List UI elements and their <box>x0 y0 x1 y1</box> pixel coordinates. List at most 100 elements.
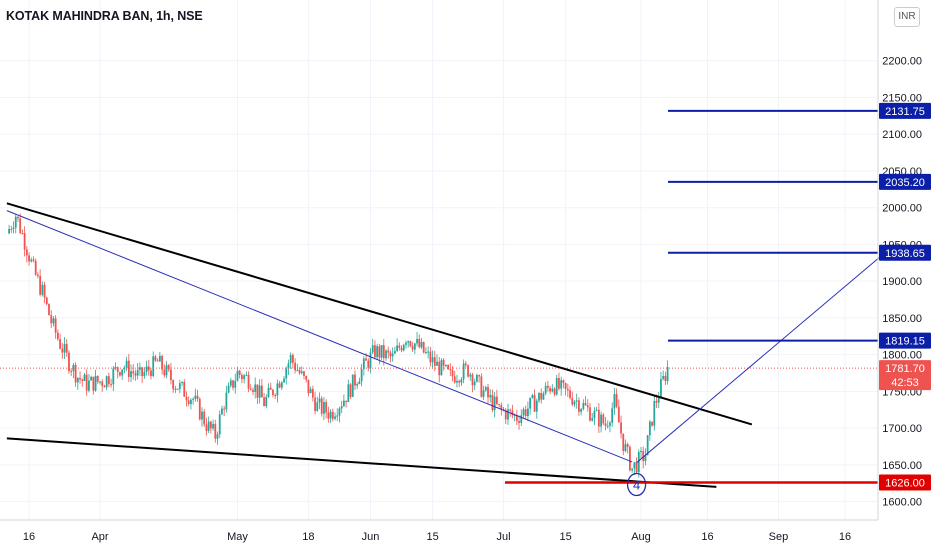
candle-body <box>626 444 629 447</box>
level-price-label: 2035.20 <box>885 177 925 189</box>
level-price-label-bg <box>879 474 931 491</box>
candle-body <box>617 406 620 423</box>
candle-body <box>298 370 301 374</box>
candle-body <box>460 379 463 383</box>
candle-body <box>43 284 46 298</box>
candle-body <box>369 352 372 368</box>
candle-body <box>32 259 35 261</box>
candle-body <box>409 341 412 347</box>
candle-body <box>473 381 476 386</box>
candle-body <box>225 392 228 410</box>
candle-body <box>546 385 549 388</box>
candle-body <box>241 374 243 380</box>
candle-body <box>664 375 667 382</box>
candle-body <box>296 370 299 372</box>
candle-body <box>629 446 631 471</box>
candle-body <box>334 416 336 419</box>
trendline <box>6 210 633 463</box>
candle-body <box>420 341 423 348</box>
y-tick-label: 2100.00 <box>882 129 922 141</box>
candle-body <box>431 357 434 363</box>
candle-body <box>147 366 150 371</box>
candle-body <box>280 382 283 388</box>
candle-body <box>101 381 104 386</box>
candle-body <box>110 384 112 386</box>
candle-body <box>418 338 421 348</box>
candle-body <box>400 347 403 351</box>
candle-body <box>165 365 168 376</box>
candle-body <box>174 388 177 390</box>
candle-body <box>316 402 319 412</box>
candle-body <box>267 387 270 397</box>
candle-body <box>17 216 19 219</box>
candle-body <box>544 385 547 394</box>
candle-body <box>524 409 527 417</box>
candle-body <box>214 423 217 439</box>
candle-body <box>307 379 310 394</box>
candle-body <box>631 468 634 471</box>
candle-body <box>396 345 399 352</box>
candle-body <box>620 422 622 434</box>
candle-body <box>611 408 614 423</box>
candle-body <box>92 376 95 391</box>
candle-body <box>582 403 585 410</box>
candle-body <box>152 356 155 377</box>
candle-body <box>45 297 48 304</box>
candle-body <box>551 388 554 392</box>
candle-body <box>249 388 252 390</box>
candle-body <box>274 395 277 397</box>
candle-body <box>212 423 214 429</box>
candle-body <box>340 406 343 409</box>
level-price-label: 2131.75 <box>885 106 925 118</box>
candle-body <box>187 400 190 405</box>
level-price-label-bg <box>879 244 931 261</box>
chart-symbol-title[interactable]: KOTAK MAHINDRA BAN, 1h, NSE <box>6 9 203 23</box>
candle-body <box>660 378 662 398</box>
candle-body <box>81 379 84 381</box>
candle-body <box>216 434 219 439</box>
candle-body <box>365 358 367 361</box>
candle-body <box>311 388 314 398</box>
x-tick-label: Jul <box>497 531 511 543</box>
candle-body <box>143 371 146 377</box>
candle-body <box>533 395 536 412</box>
candle-body <box>456 380 458 383</box>
last-price-label: 1781.70 <box>885 363 925 375</box>
candle-body <box>192 398 195 400</box>
candle-body <box>480 376 483 397</box>
candle-body <box>41 284 44 295</box>
candle-body <box>476 375 478 382</box>
candle-body <box>23 233 26 250</box>
candle-body <box>291 355 294 363</box>
candle-body <box>141 367 144 377</box>
candle-body <box>278 383 281 388</box>
candle-body <box>422 341 425 353</box>
candle-body <box>79 377 81 380</box>
candle-body <box>398 345 401 348</box>
candle-body <box>59 339 61 349</box>
candle-body <box>65 343 68 353</box>
candle-body <box>94 375 97 391</box>
candle-body <box>602 414 605 424</box>
candle-body <box>489 394 492 398</box>
candle-body <box>644 455 647 462</box>
candle-body <box>646 435 649 456</box>
currency-button[interactable]: INR <box>894 7 920 27</box>
candle-body <box>637 452 640 473</box>
candle-body <box>527 408 529 417</box>
candle-body <box>50 315 53 324</box>
candle-body <box>578 400 580 412</box>
plot-area[interactable]: 4 <box>0 109 886 497</box>
candle-body <box>161 355 163 370</box>
candle-body <box>154 356 157 361</box>
candle-body <box>14 216 17 228</box>
candle-body <box>471 374 474 386</box>
candle-body <box>584 403 587 406</box>
candle-body <box>529 397 532 409</box>
trendline <box>6 202 753 426</box>
candle-body <box>52 318 55 324</box>
x-tick-label: Jun <box>362 531 380 543</box>
time-axis[interactable]: 16 Apr May 18 Jun 15 Jul 15 Aug 16 Sep 16 <box>0 519 878 543</box>
